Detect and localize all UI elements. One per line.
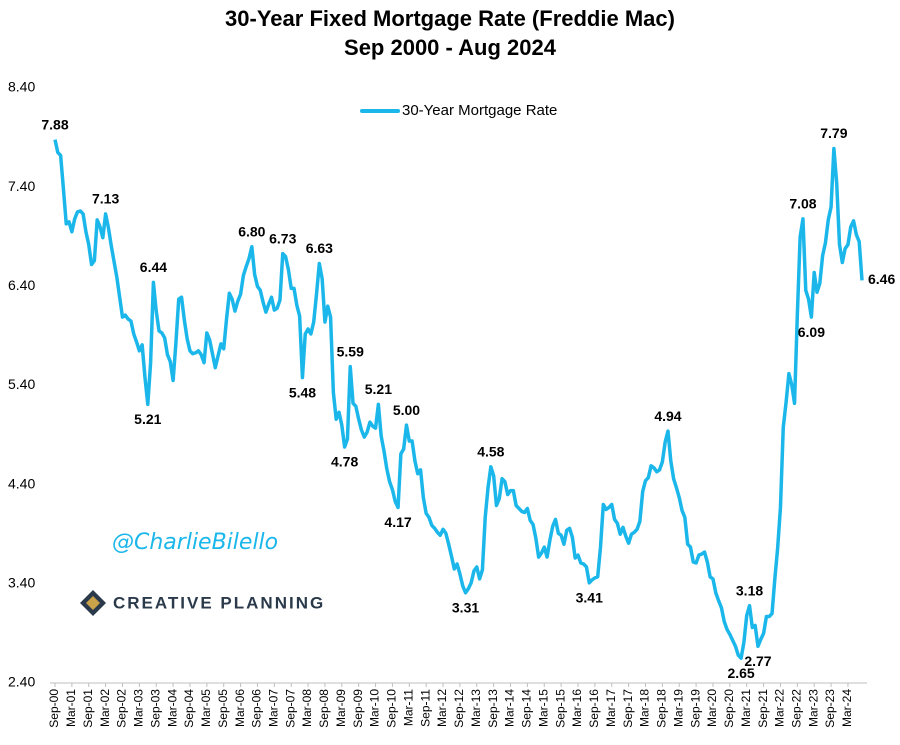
data-label: 5.21 [134,411,161,427]
x-tick-label: Sep-17 [621,689,635,728]
data-label: 4.94 [654,408,681,424]
x-tick-label: Mar-13 [469,689,483,727]
x-tick-label: Sep-02 [115,689,129,728]
watermark: @CharlieBilello [112,530,278,555]
data-label: 6.80 [238,223,265,239]
data-label: 2.77 [744,653,771,669]
x-tick-label: Mar-21 [739,689,753,727]
data-label: 6.63 [306,240,333,256]
x-tick-label: Sep-01 [81,689,95,728]
x-tick-label: Sep-18 [655,689,669,728]
x-tick-label: Sep-15 [553,689,567,728]
data-label: 5.48 [289,384,316,400]
x-tick-label: Sep-21 [756,689,770,728]
data-label: 4.78 [331,454,358,470]
data-label: 5.21 [365,381,392,397]
x-tick-label: Sep-04 [182,689,196,728]
x-tick-label: Mar-04 [165,689,179,727]
x-tick-label: Mar-06 [233,689,247,727]
legend-label: 30-Year Mortgage Rate [402,102,557,119]
x-tick-label: Sep-09 [351,689,365,728]
data-label: 6.09 [798,324,825,340]
y-tick-label: 4.40 [8,475,35,491]
data-label: 7.79 [820,125,847,141]
data-label: 3.31 [452,599,479,615]
logo-icon [80,590,106,616]
x-tick-label: Sep-13 [486,689,500,728]
x-tick-label: Mar-17 [604,689,618,727]
data-label: 5.59 [337,343,364,359]
y-tick-label: 8.40 [8,79,35,95]
x-tick-label: Sep-22 [789,689,803,728]
y-tick-label: 3.40 [8,575,35,591]
data-label: 5.00 [393,402,420,418]
x-tick-label: Sep-12 [452,689,466,728]
x-tick-label: Mar-20 [705,689,719,727]
x-tick-label: Mar-14 [503,689,517,727]
x-tick-label: Mar-24 [840,689,854,727]
y-tick-label: 5.40 [8,376,35,392]
x-tick-label: Mar-16 [570,689,584,727]
y-tick-label: 6.40 [8,277,35,293]
data-label: 7.88 [41,116,68,132]
data-label: 6.44 [140,259,167,275]
data-label: 4.17 [384,514,411,530]
x-tick-label: Sep-05 [216,689,230,728]
x-tick-label: Mar-02 [98,689,112,727]
x-tick-label: Mar-05 [199,689,213,727]
y-tick-label: 7.40 [8,178,35,194]
logo-text: CREATIVE PLANNING [113,593,325,612]
x-tick-label: Mar-01 [64,689,78,727]
line-series [53,139,864,660]
x-tick-label: Sep-16 [587,689,601,728]
data-label: 6.73 [269,230,296,246]
x-tick-label: Sep-20 [722,689,736,728]
x-tick-label: Mar-08 [300,689,314,727]
x-tick-label: Mar-19 [671,689,685,727]
x-tick-label: Sep-06 [250,689,264,728]
x-tick-label: Sep-08 [317,689,331,728]
chart-title: 30-Year Fixed Mortgage Rate (Freddie Mac… [225,6,675,31]
x-tick-label: Mar-09 [334,689,348,727]
x-tick-label: Mar-23 [806,689,820,727]
data-label: 4.58 [477,444,504,460]
x-tick-label: Sep-11 [418,689,432,727]
data-label: 3.41 [576,590,603,606]
x-tick-label: Mar-03 [132,689,146,727]
data-label: 6.46 [868,271,895,287]
x-tick-label: Mar-11 [401,689,415,726]
x-tick-label: Sep-03 [148,689,162,728]
x-tick-label: Sep-10 [385,689,399,728]
x-tick-label: Sep-19 [688,689,702,728]
data-label: 2.65 [727,665,754,681]
x-tick-label: Mar-12 [435,689,449,727]
x-tick-label: Sep-14 [520,689,534,728]
x-tick-label: Sep-07 [283,689,297,728]
x-tick-label: Mar-07 [266,689,280,727]
data-label: 7.08 [789,196,816,212]
x-tick-label: Sep-00 [47,689,61,728]
data-label: 7.13 [92,191,119,207]
x-tick-label: Mar-10 [368,689,382,727]
x-tick-label: Mar-18 [638,689,652,727]
data-label: 3.18 [736,582,763,598]
x-tick-label: Mar-15 [536,689,550,727]
x-tick-label: Mar-22 [773,689,787,727]
y-tick-label: 2.40 [8,674,35,690]
chart-subtitle: Sep 2000 - Aug 2024 [344,35,557,60]
x-tick-label: Sep-23 [823,689,837,728]
